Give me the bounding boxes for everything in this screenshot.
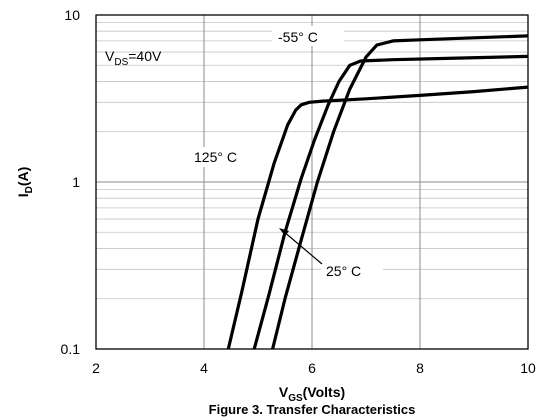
plot-frame [95, 14, 529, 350]
annotation-25-box [321, 261, 383, 281]
y-tick-label: 10 [64, 7, 80, 23]
x-axis-title: VGS(Volts) [279, 384, 345, 404]
x-tick-label: 6 [308, 360, 316, 376]
x-tick-label: 2 [92, 360, 100, 376]
annotation-25-leader [282, 230, 323, 265]
annotation-minus55: -55° C [278, 29, 318, 45]
annotation-25: 25° C [326, 263, 361, 279]
series-line-0 [226, 85, 529, 350]
tick-labels: 2 4 6 8 10 0.1 1 10 [61, 7, 536, 376]
annotation-25-arrowhead [279, 228, 289, 236]
x-tick-label: 10 [520, 360, 536, 376]
annotation-125: 125° C [194, 149, 237, 165]
y-axis-title: ID(A) [15, 167, 35, 198]
annotation-vds: VDS=40V [105, 48, 162, 68]
grid-lines [95, 14, 529, 350]
annotation-125-box [189, 147, 259, 167]
series-line-2 [271, 34, 529, 350]
figure-caption: Figure 3. Transfer Characteristics [209, 402, 416, 417]
y-tick-label: 1 [72, 174, 80, 190]
series-line-1 [252, 54, 529, 350]
x-tick-label: 8 [416, 360, 424, 376]
x-tick-label: 4 [200, 360, 208, 376]
series-curves [226, 34, 529, 350]
annotation-minus55-box [272, 26, 344, 46]
y-tick-label: 0.1 [61, 341, 81, 357]
